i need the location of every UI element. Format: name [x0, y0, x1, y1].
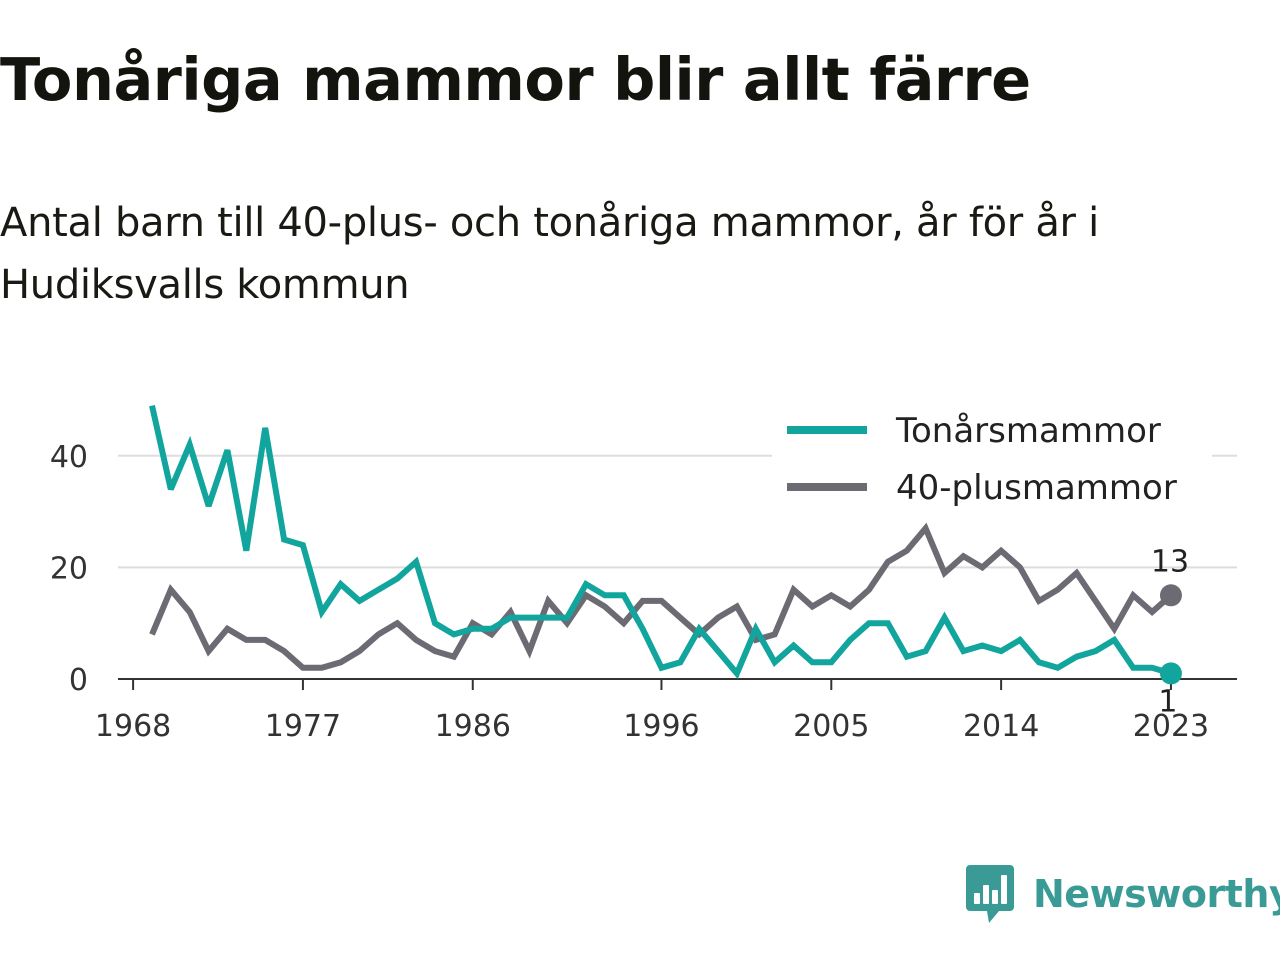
brand-logo: Newsworthy	[965, 862, 1280, 926]
end-marker	[1159, 584, 1182, 607]
x-tick-label: 1977	[265, 709, 341, 744]
chart-title: Tonåriga mammor blir allt färre	[0, 45, 1031, 114]
newsworthy-logo-icon	[966, 865, 1014, 923]
series-line-1	[149, 404, 1172, 680]
y-tick-label: 0	[69, 663, 88, 698]
brand-name: Newsworthy	[1033, 872, 1280, 916]
axes: 0 20 40 1968 1977 1986 1996 2005 2014 2023	[50, 440, 1237, 744]
x-tick-label: 2005	[793, 709, 869, 744]
y-tick-label: 20	[50, 551, 88, 586]
end-labels: 13 1	[1151, 544, 1189, 719]
end-value-label: 1	[1158, 684, 1177, 719]
legend-label: Tonårsmammor	[895, 411, 1161, 451]
legend-background	[772, 402, 1212, 518]
series-line-2	[149, 522, 1173, 671]
x-tick-label: 1968	[95, 709, 171, 744]
y-tick-label: 40	[50, 440, 88, 475]
chart-subtitle: Antal barn till 40-plus- och tonåriga ma…	[0, 200, 1099, 308]
legend-label: 40-plusmammor	[896, 468, 1177, 508]
legend: Tonårsmammor 40-plusmammor	[772, 402, 1212, 518]
x-tick-label: 2014	[963, 709, 1039, 744]
end-value-label: 13	[1151, 544, 1189, 579]
x-tick-label: 2023	[1133, 709, 1209, 744]
end-marker	[1159, 662, 1182, 685]
series-lines	[149, 404, 1173, 680]
x-tick-label: 1986	[435, 709, 511, 744]
x-tick-label: 1996	[623, 709, 699, 744]
